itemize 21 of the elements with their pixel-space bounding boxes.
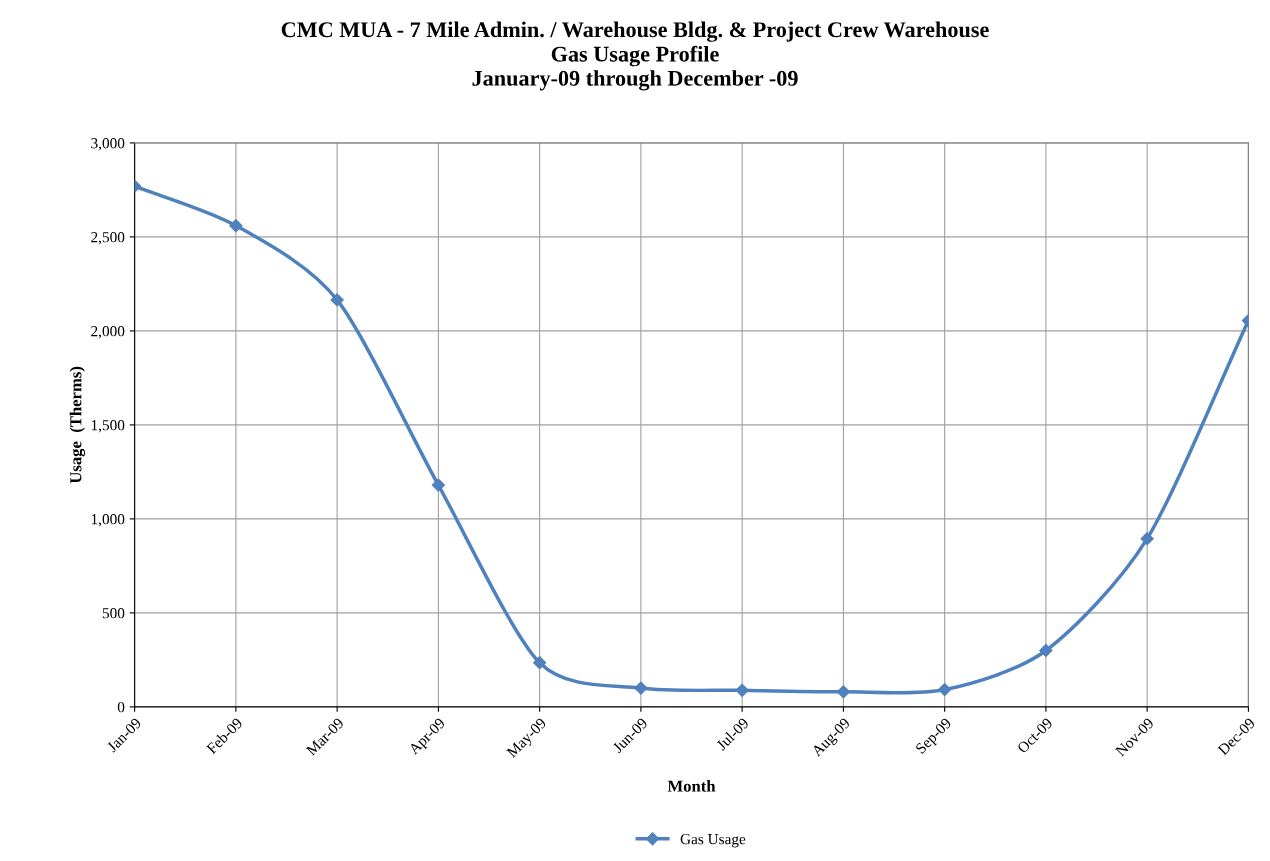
chart-title: CMC MUA - 7 Mile Admin. / Warehouse Bldg. & Project Crew Warehouse Gas Usage Profile January-09 through December -09 bbox=[281, 21, 989, 91]
point bbox=[229, 219, 243, 233]
point bbox=[938, 682, 952, 697]
y-tick-label: 3,000 bbox=[91, 138, 125, 151]
point bbox=[634, 681, 648, 695]
y-tick-label: 500 bbox=[102, 608, 125, 619]
y-tick-label: 2,500 bbox=[91, 232, 125, 245]
x-axis-title: Month bbox=[667, 780, 716, 792]
point bbox=[1140, 532, 1154, 546]
y-tick-label: 1,000 bbox=[91, 514, 125, 527]
y-tick-label: 1,500 bbox=[91, 420, 125, 433]
point bbox=[330, 293, 344, 307]
point bbox=[533, 656, 547, 670]
point bbox=[1039, 643, 1053, 658]
point bbox=[735, 683, 749, 697]
legend-label: Gas Usage bbox=[680, 834, 746, 848]
y-axis-title: Usage (Therms) bbox=[69, 366, 85, 484]
point bbox=[431, 478, 445, 492]
y-tick-label: 0 bbox=[117, 702, 125, 713]
point bbox=[836, 685, 850, 699]
y-tick-label: 2,000 bbox=[91, 326, 125, 339]
